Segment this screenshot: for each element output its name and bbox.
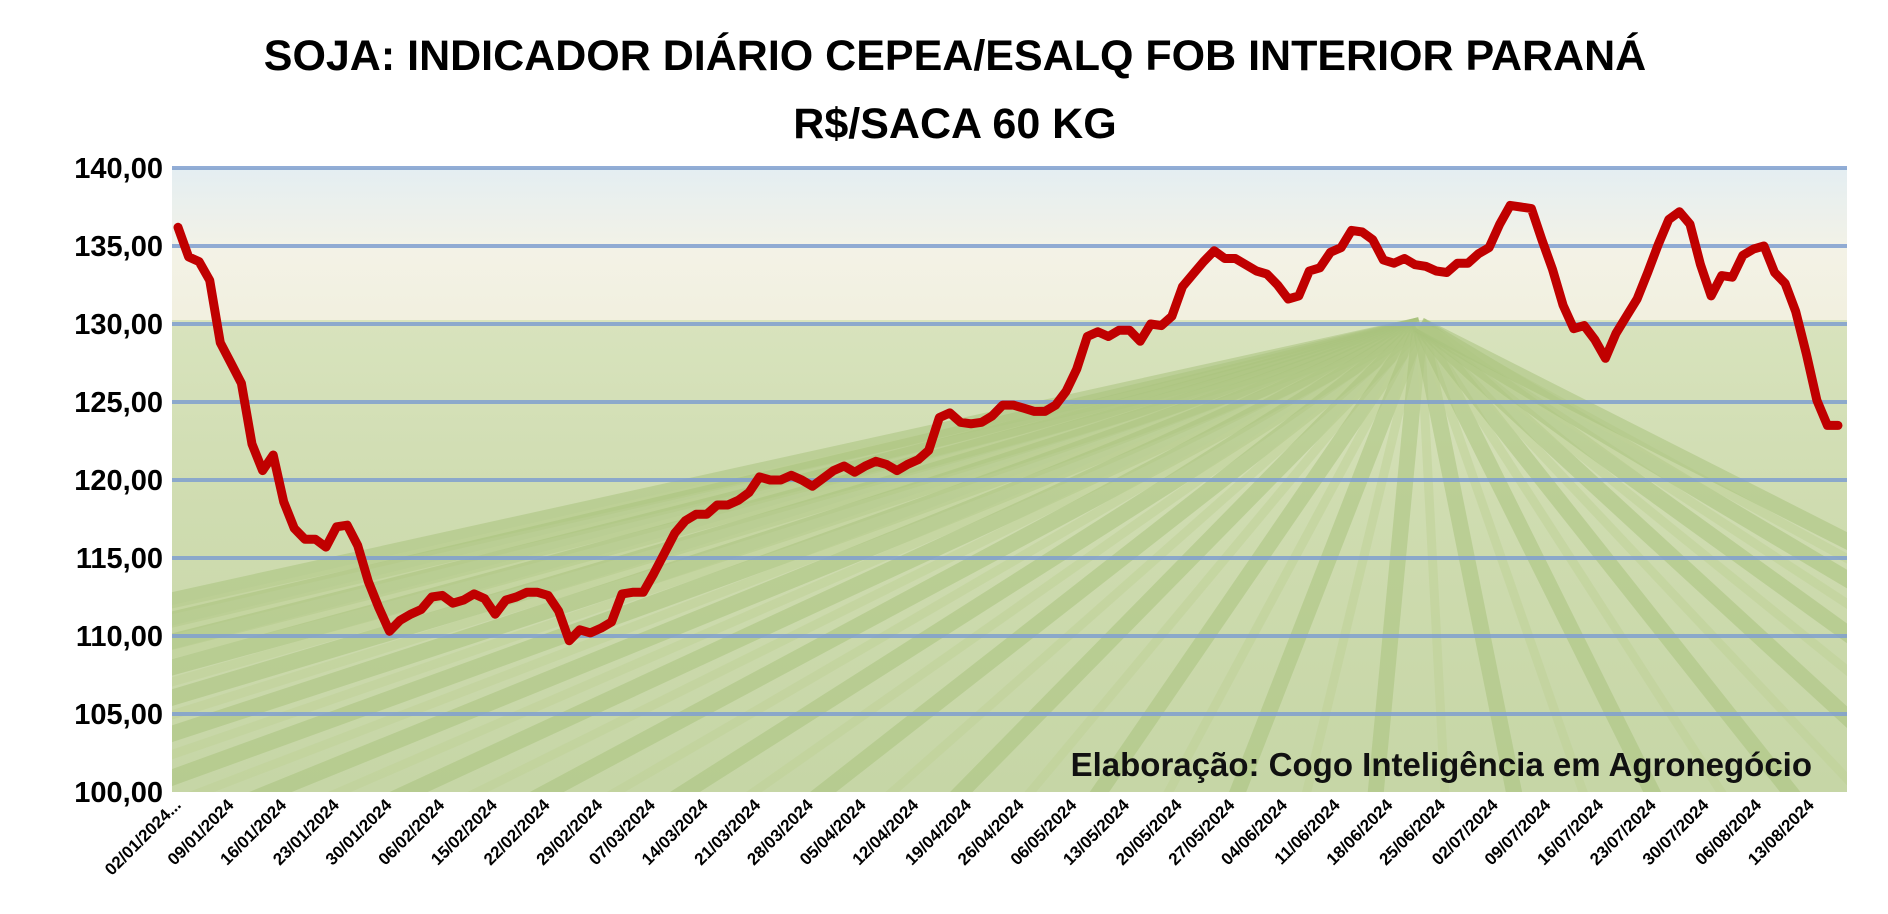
crop-row <box>1024 322 1424 792</box>
crop-row <box>1302 323 1425 792</box>
y-tick-label: 130,00 <box>74 309 163 341</box>
crop-row <box>950 319 1426 792</box>
crop-row <box>1415 318 1847 644</box>
y-tick-label: 105,00 <box>74 699 163 731</box>
y-tick-label: 110,00 <box>76 621 163 653</box>
y-tick-label: 100,00 <box>74 777 163 809</box>
crop-row <box>249 317 1424 792</box>
y-tick-label: 120,00 <box>74 465 163 497</box>
crop-row <box>529 317 1424 792</box>
title-text: SOJA: INDICADOR DIÁRIO CEPEA/ESALQ FOB I… <box>264 32 1646 80</box>
crop-row <box>1414 319 1847 729</box>
crop-row <box>1412 323 1523 792</box>
y-tick-label: 135,00 <box>74 231 163 263</box>
crop-row <box>1415 318 1847 589</box>
crop-row <box>885 321 1423 792</box>
crop-row <box>810 318 1425 792</box>
crop-row <box>1416 317 1847 551</box>
series-price-line <box>173 200 1843 646</box>
crop-row <box>1413 320 1801 792</box>
crop-row <box>1416 321 1847 786</box>
x-axis-labels: 02/01/2024...09/01/202416/01/202423/01/2… <box>101 795 1818 879</box>
crop-row <box>1412 321 1662 792</box>
crop-row <box>1367 324 1428 792</box>
crop-row <box>1089 320 1427 792</box>
crop-rows <box>172 317 1847 792</box>
crop-row <box>1163 322 1424 792</box>
crop-row <box>389 317 1424 792</box>
gridlines <box>172 166 1847 716</box>
crop-row <box>670 318 1425 792</box>
price-line <box>173 200 1843 646</box>
subtitle-text: R$/SACA 60 KG <box>793 100 1116 148</box>
crop-row <box>1416 322 1727 792</box>
crop-row <box>1415 324 1450 792</box>
credit-annotation: Elaboração: Cogo Inteligência em Agroneg… <box>1071 746 1812 783</box>
y-tick-label: 115,00 <box>76 543 163 575</box>
crop-row <box>1229 322 1428 792</box>
chart-title: SOJA: INDICADOR DIÁRIO CEPEA/ESALQ FOB I… <box>264 32 1646 148</box>
y-tick-label: 125,00 <box>74 387 163 419</box>
crop-row <box>1415 323 1588 792</box>
y-axis-labels: 100,00 105,00 110,00 115,00 120,00 125,00 130,… <box>74 153 163 809</box>
y-tick-label: 140,00 <box>74 153 163 185</box>
